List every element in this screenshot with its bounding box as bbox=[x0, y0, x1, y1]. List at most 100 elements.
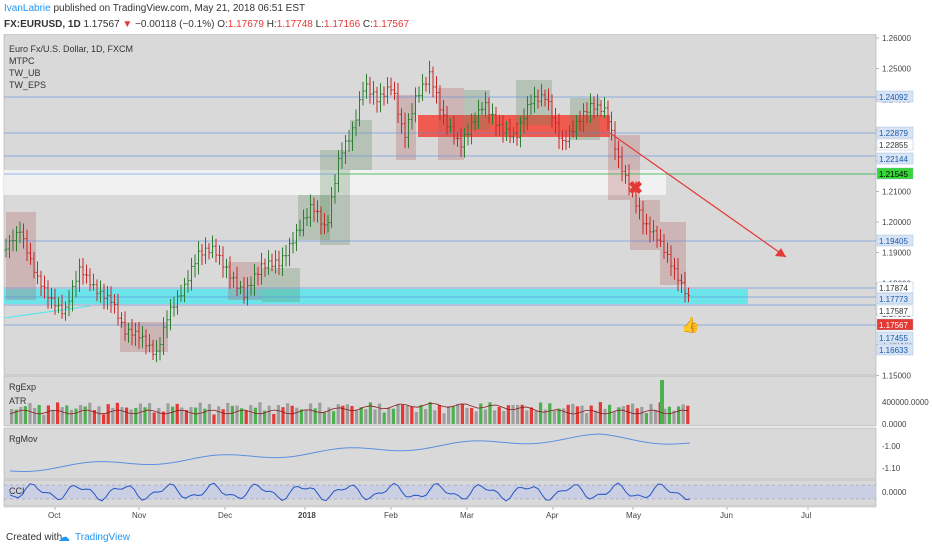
volume-bar bbox=[525, 410, 529, 424]
price-level-label-box[interactable] bbox=[876, 126, 914, 139]
x-mark-icon[interactable]: ✖ bbox=[628, 178, 643, 198]
volume-bar bbox=[115, 402, 119, 424]
volume-spike-bar bbox=[660, 380, 664, 424]
price-level-label-box[interactable] bbox=[876, 138, 914, 151]
time-tick-label: Feb bbox=[384, 511, 398, 520]
price-level-label: 1.24092 bbox=[879, 93, 908, 102]
volume-bar bbox=[644, 413, 648, 424]
volume-bar bbox=[617, 407, 621, 424]
volume-bar bbox=[497, 406, 501, 424]
chart-canvas[interactable]: ✖👍 1.260001.250001.240001.230001.220001.… bbox=[0, 34, 932, 528]
volume-bar bbox=[368, 402, 372, 424]
volume-bar bbox=[37, 404, 41, 424]
volume-bar bbox=[621, 406, 625, 424]
volume-bar bbox=[28, 402, 32, 424]
symbol-label: FX:EURUSD, 1D bbox=[4, 19, 81, 30]
cci-line bbox=[9, 482, 691, 502]
price-level-label: 1.17567 bbox=[879, 321, 908, 330]
volume-bar bbox=[65, 405, 69, 424]
tradingview-brand[interactable]: TradingView bbox=[75, 532, 131, 543]
cyan-trend-line[interactable] bbox=[3, 305, 91, 319]
price-level-label: 1.17455 bbox=[879, 334, 908, 343]
volume-bar bbox=[97, 406, 101, 424]
time-tick-label: 2018 bbox=[298, 511, 316, 520]
volume-bar bbox=[543, 409, 547, 424]
rgmov-panel[interactable] bbox=[3, 427, 877, 480]
volume-bar bbox=[138, 403, 142, 424]
volume-bar bbox=[401, 404, 405, 424]
volume-bar bbox=[309, 403, 313, 424]
cci-band bbox=[4, 485, 876, 499]
volume-bar bbox=[534, 410, 538, 424]
range-box bbox=[6, 212, 36, 300]
legend-item-tw-eps[interactable]: TW_EPS bbox=[9, 80, 47, 90]
volume-bar bbox=[69, 409, 73, 424]
volume-bar bbox=[10, 409, 14, 424]
price-level-label-box[interactable] bbox=[876, 304, 914, 317]
volume-bar bbox=[318, 402, 322, 424]
volume-bar bbox=[506, 405, 510, 424]
rgmov-line bbox=[9, 433, 691, 472]
volume-bar bbox=[56, 402, 60, 424]
price-tick-label: 1.20000 bbox=[882, 218, 911, 227]
low-value: 1.17166 bbox=[323, 19, 361, 30]
volume-bar bbox=[240, 408, 244, 424]
volume-bar bbox=[102, 414, 106, 424]
thumbs-up-icon[interactable]: 👍 bbox=[681, 316, 700, 334]
time-tick-label: Jul bbox=[801, 511, 811, 520]
volume-bar bbox=[640, 406, 644, 424]
indicator-tick-label: 0.0000 bbox=[882, 420, 907, 429]
indicator-tick-label: -1.10 bbox=[882, 464, 901, 473]
volume-bar bbox=[539, 402, 543, 424]
price-level-label-box[interactable] bbox=[876, 343, 914, 356]
volume-bar bbox=[483, 409, 487, 424]
volume-bar bbox=[175, 403, 179, 424]
volume-bar bbox=[663, 408, 667, 424]
volume-bar bbox=[433, 410, 437, 424]
volume-bar bbox=[322, 412, 326, 424]
open-value: 1.17679 bbox=[227, 19, 264, 30]
legend-item-mtpc[interactable]: MTPC bbox=[9, 56, 35, 66]
price-level-label-box[interactable] bbox=[876, 234, 914, 247]
close-label: C: bbox=[362, 19, 373, 30]
volume-bar bbox=[428, 402, 432, 424]
volume-bar bbox=[552, 410, 556, 424]
volume-bar bbox=[387, 407, 391, 424]
price-level-label: 1.17587 bbox=[879, 307, 908, 316]
volume-bar bbox=[129, 409, 133, 424]
publish-info: IvanLabrie published on TradingView.com,… bbox=[4, 3, 305, 14]
volume-bar bbox=[152, 412, 156, 424]
legend-title: Euro Fx/U.S. Dollar, 1D, FXCM bbox=[9, 44, 134, 54]
price-level-label: 1.19405 bbox=[879, 237, 908, 246]
close-value: 1.17567 bbox=[372, 19, 410, 30]
atr-label: ATR bbox=[9, 396, 27, 406]
price-level-label-box[interactable] bbox=[876, 318, 914, 331]
volume-bar bbox=[451, 406, 455, 424]
volume-bar bbox=[217, 406, 221, 424]
price-level-label-box[interactable] bbox=[876, 167, 914, 180]
footer: Created with ☁ TradingView bbox=[0, 528, 932, 550]
author-link[interactable]: IvanLabrie bbox=[4, 3, 51, 14]
volume-bar bbox=[42, 414, 46, 424]
volume-bar bbox=[566, 404, 570, 424]
volume-bar bbox=[79, 405, 83, 424]
price-level-label-box[interactable] bbox=[876, 152, 914, 165]
price-level-label-box[interactable] bbox=[876, 90, 914, 103]
volume-bar bbox=[281, 407, 285, 424]
range-box bbox=[396, 95, 416, 160]
volume-bar bbox=[493, 410, 497, 424]
time-tick-label: Dec bbox=[218, 511, 232, 520]
price-tick-label: 1.19000 bbox=[882, 249, 911, 258]
volume-bar bbox=[74, 408, 78, 424]
rgmov-label: RgMov bbox=[9, 434, 38, 444]
volume-bar bbox=[373, 409, 377, 424]
legend-item-tw-ub[interactable]: TW_UB bbox=[9, 68, 41, 78]
volume-bar bbox=[391, 408, 395, 424]
projection-arrow[interactable] bbox=[609, 132, 787, 258]
price-level-label-box[interactable] bbox=[876, 292, 914, 305]
time-tick-label: Jun bbox=[720, 511, 733, 520]
volume-bar bbox=[332, 411, 336, 424]
volume-bar bbox=[424, 409, 428, 424]
price-level-label-box[interactable] bbox=[876, 331, 914, 344]
cci-label: CCI bbox=[9, 486, 25, 496]
